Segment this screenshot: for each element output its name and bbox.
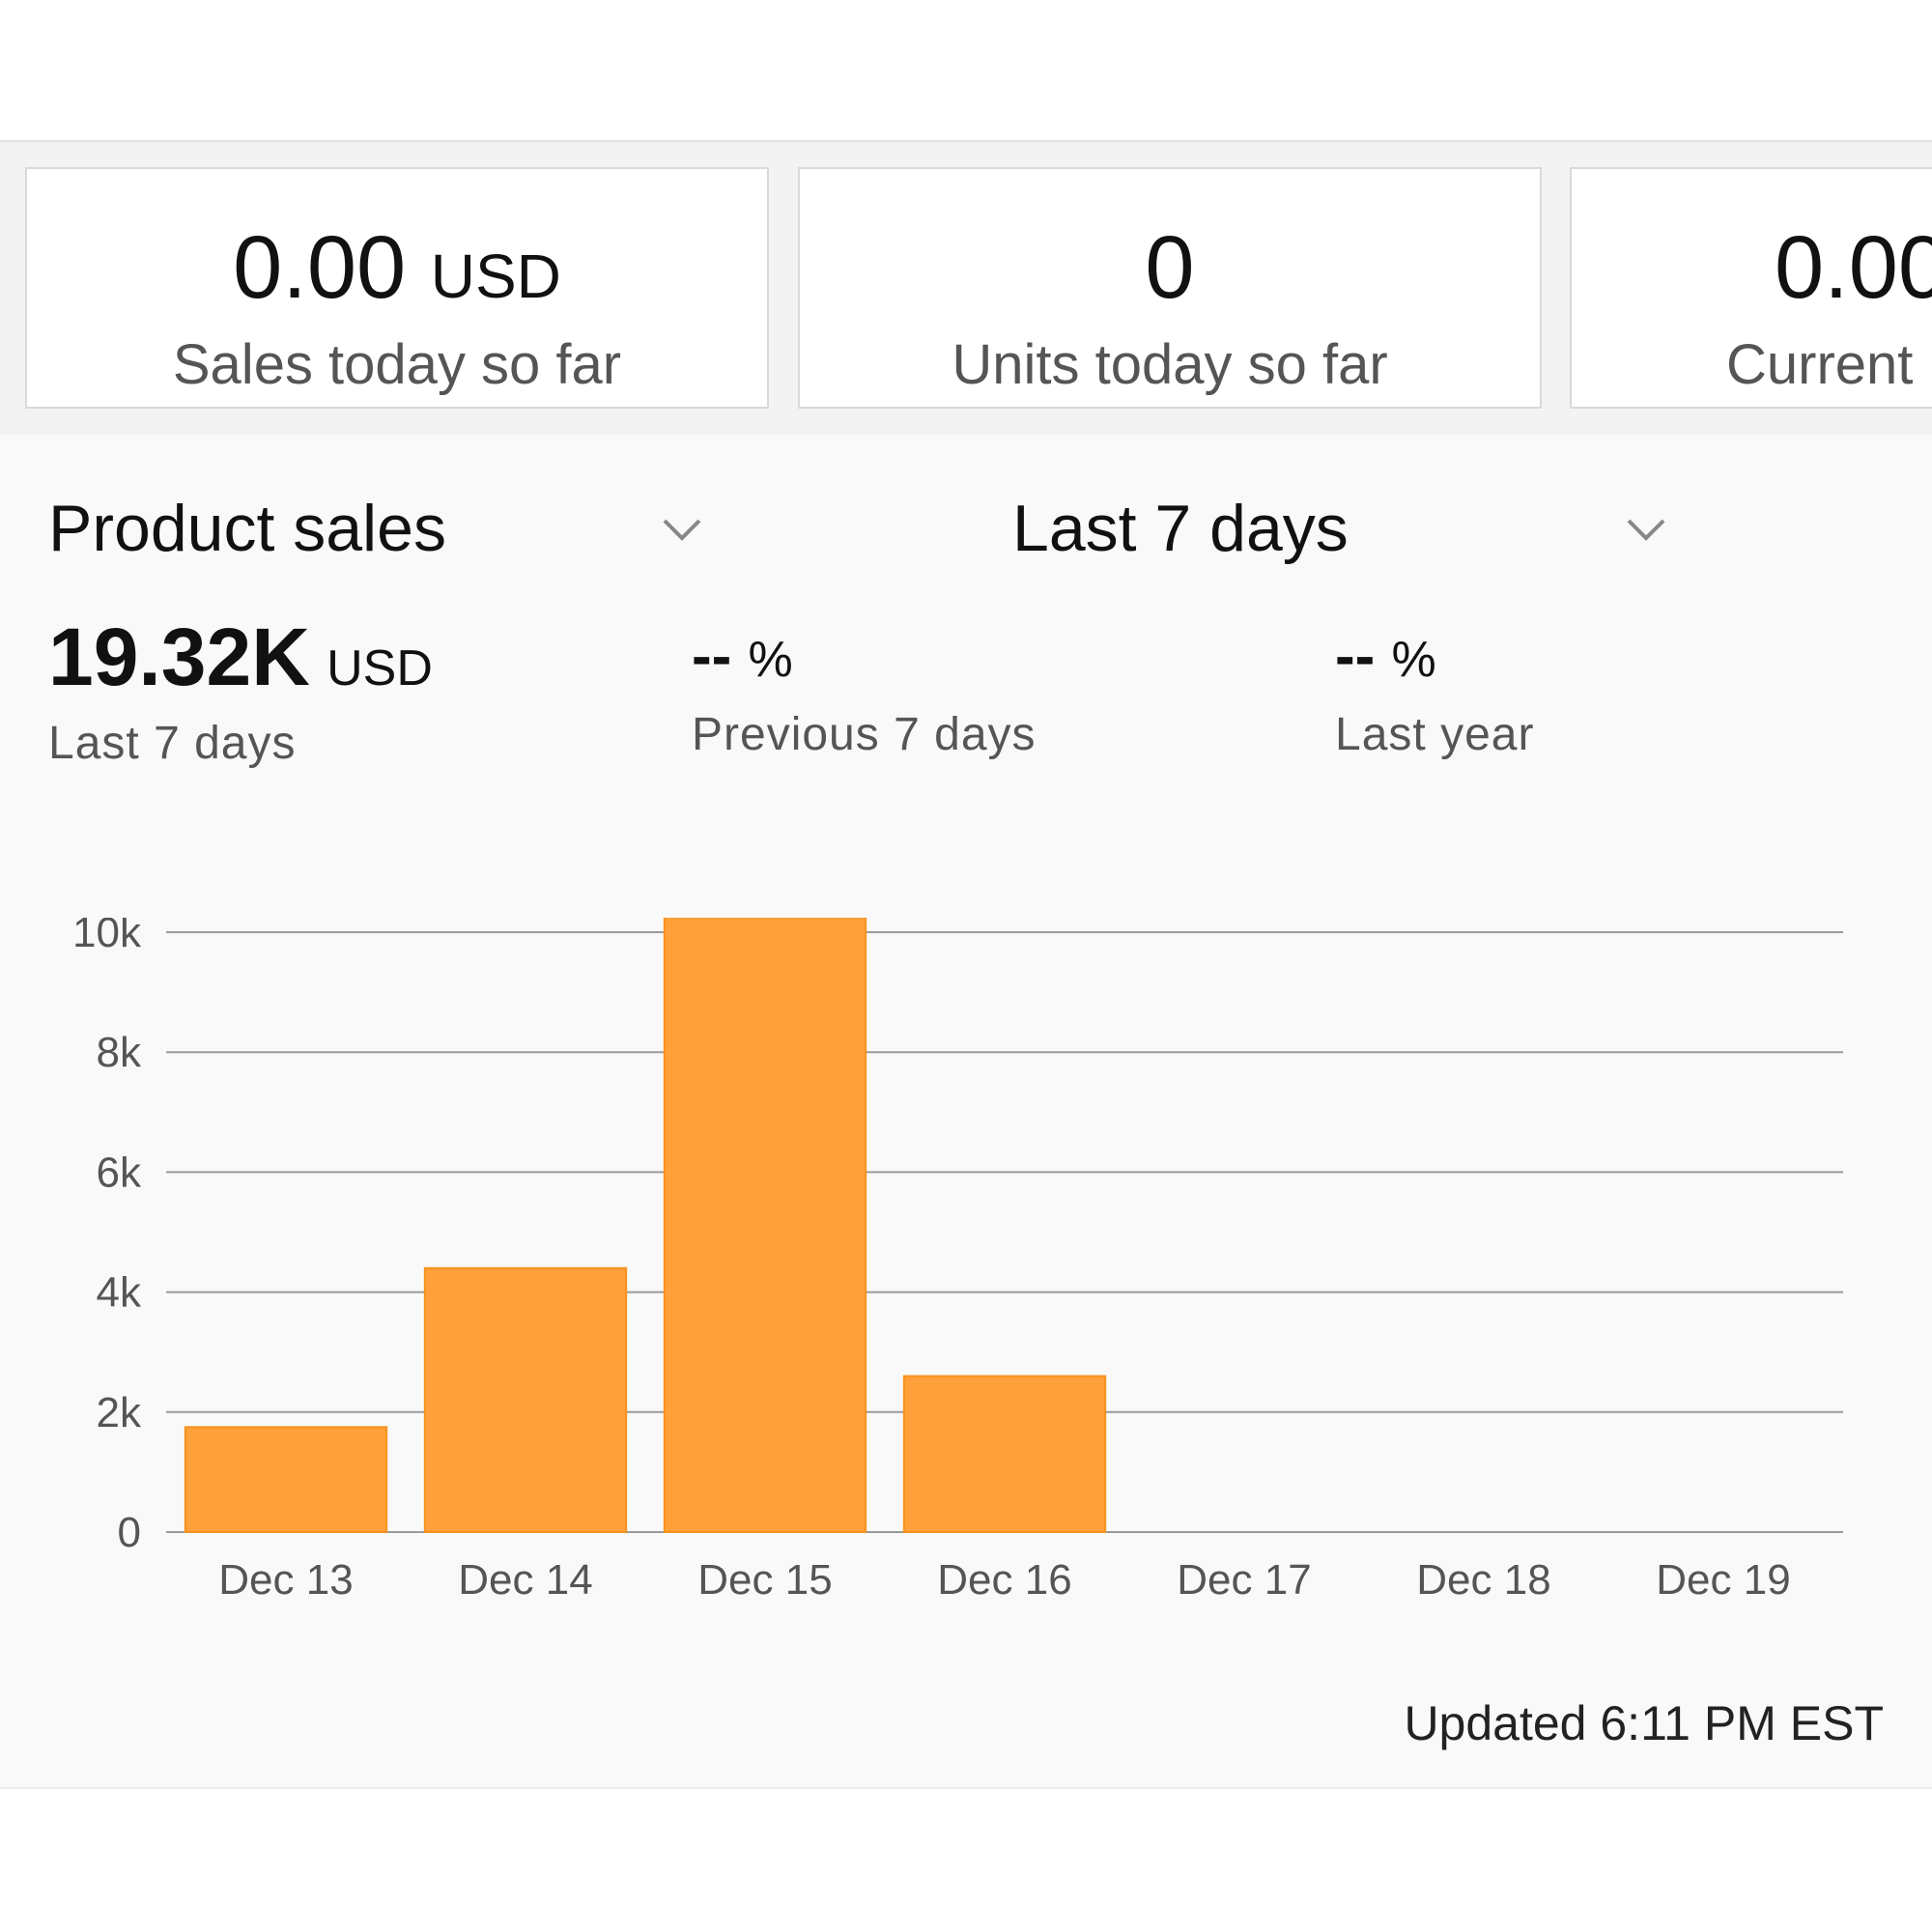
metric-label: Last 7 days (48, 718, 297, 769)
x-tick-label: Dec 14 (458, 1556, 592, 1604)
bar[interactable] (423, 1266, 628, 1533)
sales-today-unit: USD (430, 242, 561, 311)
y-tick-label: 0 (118, 1509, 141, 1556)
sales-today-label: Sales today so far (172, 333, 622, 396)
metric-value: -- % (1335, 623, 1436, 690)
x-tick-label: Dec 13 (218, 1556, 353, 1604)
y-tick-label: 6k (97, 1149, 142, 1196)
sales-bar-chart: 0 2k 4k 6k 8k 10k Dec 13 Dec 14 Dec 15 Dec 16 Dec … (72, 918, 1843, 1604)
units-today-label: Units today so far (952, 333, 1388, 396)
y-tick-label: 4k (97, 1269, 142, 1317)
sales-chart-card: Product sales Last 7 days 19.32K USD Las… (0, 435, 1932, 1789)
updated-timestamp: Updated 6:11 PM EST (1404, 1696, 1884, 1750)
metric-value: 19.32K USD (48, 611, 433, 702)
units-today-card[interactable]: 0 Units today so far (798, 167, 1542, 409)
metric-previous-7-days: -- % Previous 7 days (692, 618, 1037, 764)
stats-strip: 0.00 USD Sales today so far 0 Units toda… (0, 140, 1932, 437)
x-tick-label: Dec 15 (697, 1556, 832, 1604)
current-label: Current (1726, 333, 1914, 396)
chevron-down-icon (663, 519, 701, 541)
metric-last-7-days: 19.32K USD Last 7 days (48, 611, 433, 773)
x-tick-label: Dec 18 (1416, 1556, 1550, 1604)
sales-today-value: 0.00 USD (233, 218, 561, 317)
x-tick-label: Dec 17 (1177, 1556, 1311, 1604)
chevron-down-icon (1627, 519, 1665, 541)
current-value: 0.00 (1775, 218, 1932, 317)
metric-label: Previous 7 days (692, 709, 1037, 760)
metric-value: -- % (692, 623, 793, 690)
current-card[interactable]: 0.00 Current (1570, 167, 1932, 409)
metric-label: Last year (1335, 709, 1535, 760)
bar[interactable] (902, 1375, 1107, 1534)
metric-dropdown-label: Product sales (48, 492, 446, 565)
metric-dropdown[interactable]: Product sales (48, 485, 705, 572)
x-tick-label: Dec 16 (937, 1556, 1071, 1604)
range-dropdown[interactable]: Last 7 days (1012, 485, 1669, 572)
bar[interactable] (663, 918, 867, 1533)
y-tick-label: 10k (72, 918, 142, 956)
range-dropdown-label: Last 7 days (1012, 492, 1349, 565)
x-tick-label: Dec 19 (1656, 1556, 1790, 1604)
units-today-value: 0 (1145, 218, 1195, 317)
y-tick-label: 2k (97, 1389, 142, 1436)
bar[interactable] (184, 1426, 388, 1534)
y-tick-label: 8k (97, 1029, 142, 1076)
sales-today-card[interactable]: 0.00 USD Sales today so far (25, 167, 769, 409)
metric-last-year: -- % Last year (1335, 618, 1534, 764)
